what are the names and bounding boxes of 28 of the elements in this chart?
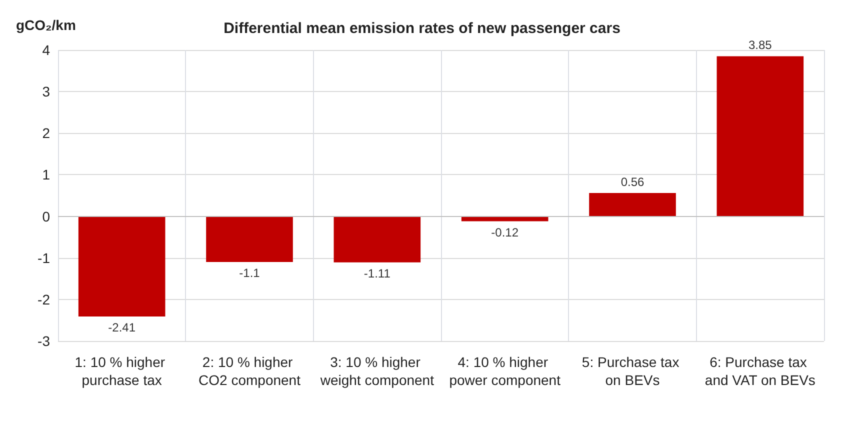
data-label: 0.56 (620, 175, 644, 190)
bar (78, 216, 166, 316)
y-tick-label: 2 (42, 125, 50, 142)
x-tick-label: 3: 10 % higher weight component (319, 354, 434, 388)
y-tick-label: 3 (42, 84, 50, 100)
y-tick-label: 0 (42, 208, 50, 224)
y-tick-label: 4 (42, 42, 50, 58)
bar (461, 216, 548, 222)
x-tick-label: 4: 10 % higher power component (449, 354, 561, 388)
x-tick-label: 5: Purchase tax on BEVs (582, 354, 684, 388)
data-label: -0.12 (491, 225, 519, 240)
x-tick-label: 2: 10 % higher CO2 component (198, 354, 301, 388)
x-tick-label: 1: 10 % higher purchase tax (74, 354, 169, 388)
bar (716, 56, 804, 216)
data-label: -1.11 (364, 266, 391, 280)
data-label: 3.85 (748, 38, 772, 52)
chart-title: Differential mean emission rates of new passenger cars (224, 20, 620, 37)
bar (334, 216, 421, 262)
bar (206, 216, 293, 262)
data-label: -2.41 (108, 320, 136, 334)
bar (589, 193, 676, 216)
y-tick-label: -3 (38, 333, 50, 349)
y-tick-label: -2 (38, 291, 50, 308)
y-tick-label: 1 (42, 166, 50, 183)
y-axis-title: gCO₂/km (16, 17, 76, 33)
y-tick-label: -1 (38, 250, 50, 266)
x-tick-label: 6: Purchase tax and VAT on BEVs (704, 354, 816, 388)
data-label: -1.1 (239, 266, 260, 280)
